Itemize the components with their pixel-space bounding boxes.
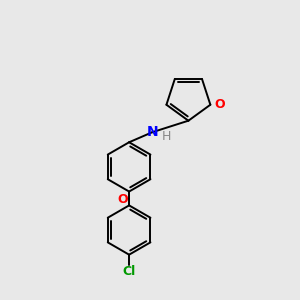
Text: N: N (146, 125, 158, 139)
Text: H: H (161, 130, 171, 142)
Text: O: O (118, 193, 128, 206)
Text: O: O (214, 98, 225, 111)
Text: Cl: Cl (122, 265, 136, 278)
